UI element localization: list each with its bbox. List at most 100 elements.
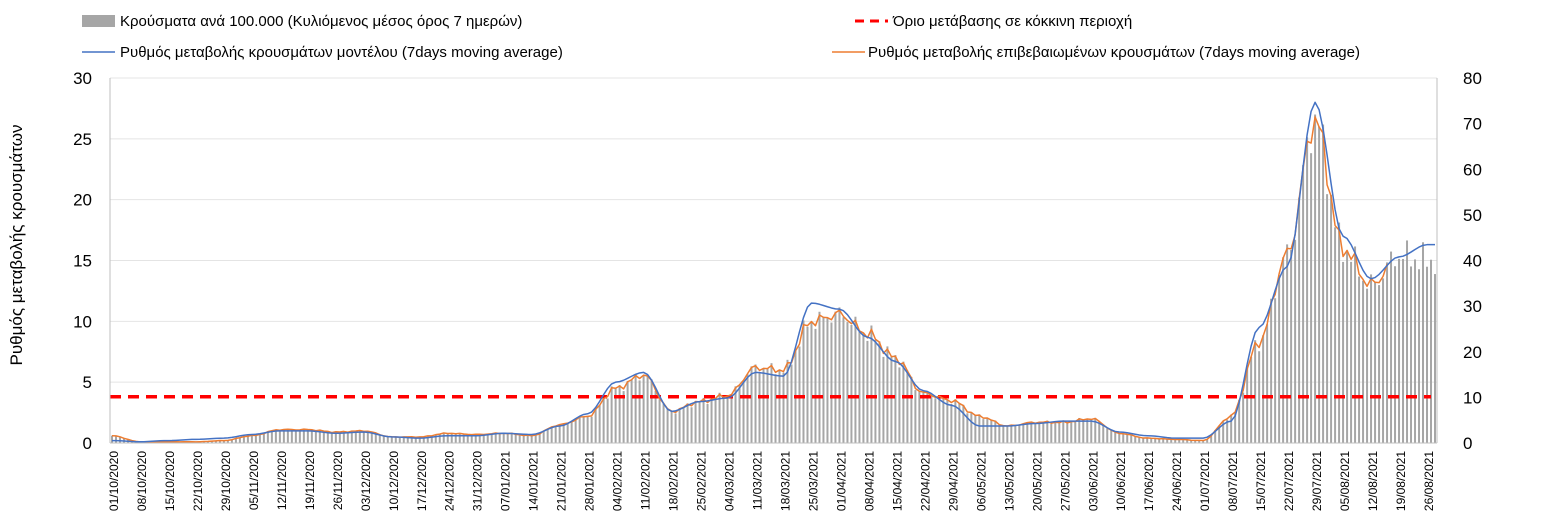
bar	[334, 431, 337, 443]
bar	[266, 431, 269, 443]
bar	[1306, 137, 1309, 443]
bar	[518, 434, 521, 443]
bar	[638, 380, 641, 443]
bar	[1362, 280, 1365, 443]
bar	[798, 346, 801, 443]
bar	[966, 413, 969, 443]
bar	[1182, 439, 1185, 443]
bar	[830, 322, 833, 443]
bar	[690, 407, 693, 443]
bar	[826, 318, 829, 443]
bar	[1026, 422, 1029, 443]
bar	[1106, 428, 1109, 443]
x-tick-label: 26/08/2021	[1422, 451, 1436, 511]
bar	[750, 366, 753, 443]
bar	[1370, 274, 1373, 443]
bar	[1222, 420, 1225, 443]
bar	[530, 435, 533, 443]
bar	[390, 436, 393, 443]
bar	[630, 379, 633, 443]
bar	[234, 438, 237, 443]
bar	[622, 391, 625, 443]
gridlines	[110, 77, 1437, 383]
bar	[382, 436, 385, 443]
bar	[1338, 222, 1341, 443]
bar	[362, 431, 365, 443]
bar	[286, 429, 289, 443]
bar	[1418, 269, 1421, 443]
axes: 0 5 10 15 20 25 30 0 10 20 30 40 50 60 70 80 01/10/2020 0…	[73, 69, 1482, 511]
bar	[906, 370, 909, 443]
bar	[1406, 240, 1409, 443]
bar	[1142, 438, 1145, 443]
bar	[686, 403, 689, 443]
bar	[470, 434, 473, 443]
bar	[1098, 421, 1101, 443]
bar	[1290, 250, 1293, 443]
bar	[454, 433, 457, 443]
bar	[1154, 438, 1157, 443]
bar	[1190, 440, 1193, 443]
bar	[466, 434, 469, 443]
bar	[534, 435, 537, 443]
bar	[726, 396, 729, 443]
x-tick-label: 15/07/2021	[1254, 451, 1268, 511]
bar	[1354, 246, 1357, 443]
bar	[694, 401, 697, 443]
bar	[1350, 261, 1353, 443]
x-tick-label: 26/11/2020	[331, 451, 345, 510]
bar	[422, 436, 425, 443]
bar	[1218, 425, 1221, 443]
left-tick-label: 20	[73, 191, 92, 210]
bar	[770, 363, 773, 443]
bar	[606, 398, 609, 443]
bar	[778, 370, 781, 443]
bar	[218, 440, 221, 443]
bar	[1242, 392, 1245, 443]
bar	[426, 435, 429, 443]
x-tick-label: 20/05/2021	[1030, 451, 1044, 511]
bar	[1158, 438, 1161, 443]
bar	[1206, 439, 1209, 443]
bar	[802, 320, 805, 443]
bar	[746, 374, 749, 443]
bar	[430, 436, 433, 443]
x-tick-label: 18/02/2021	[667, 451, 681, 511]
bar	[782, 372, 785, 443]
bar	[206, 441, 209, 443]
bar	[1034, 423, 1037, 443]
x-tick-label: 03/06/2021	[1086, 451, 1100, 511]
right-tick-label: 50	[1463, 206, 1482, 225]
x-tick-label: 05/11/2020	[247, 451, 261, 510]
bar	[714, 398, 717, 443]
x-tick-label: 22/04/2021	[918, 451, 932, 511]
left-tick-label: 0	[83, 434, 92, 453]
x-tick-label: 21/01/2021	[555, 451, 569, 511]
bar	[1166, 439, 1169, 443]
bar	[226, 440, 229, 443]
bar	[302, 428, 305, 443]
left-tick-label: 30	[73, 69, 92, 88]
x-tick-label: 15/10/2020	[163, 451, 177, 511]
bar	[230, 439, 233, 443]
bar	[438, 434, 441, 443]
bar	[378, 434, 381, 443]
bar	[522, 435, 525, 443]
bar	[842, 317, 845, 443]
right-tick-label: 10	[1463, 388, 1482, 407]
bar	[994, 420, 997, 443]
bar	[738, 384, 741, 443]
bar	[502, 433, 505, 443]
bar	[1358, 276, 1361, 443]
left-tick-label: 25	[73, 130, 92, 149]
bar	[834, 311, 837, 443]
bar	[434, 434, 437, 443]
bar	[1410, 266, 1413, 443]
bar	[990, 420, 993, 443]
bar	[258, 434, 261, 443]
bar	[246, 436, 249, 443]
bar	[1226, 419, 1229, 443]
bar	[1050, 423, 1053, 443]
bar	[270, 430, 273, 443]
